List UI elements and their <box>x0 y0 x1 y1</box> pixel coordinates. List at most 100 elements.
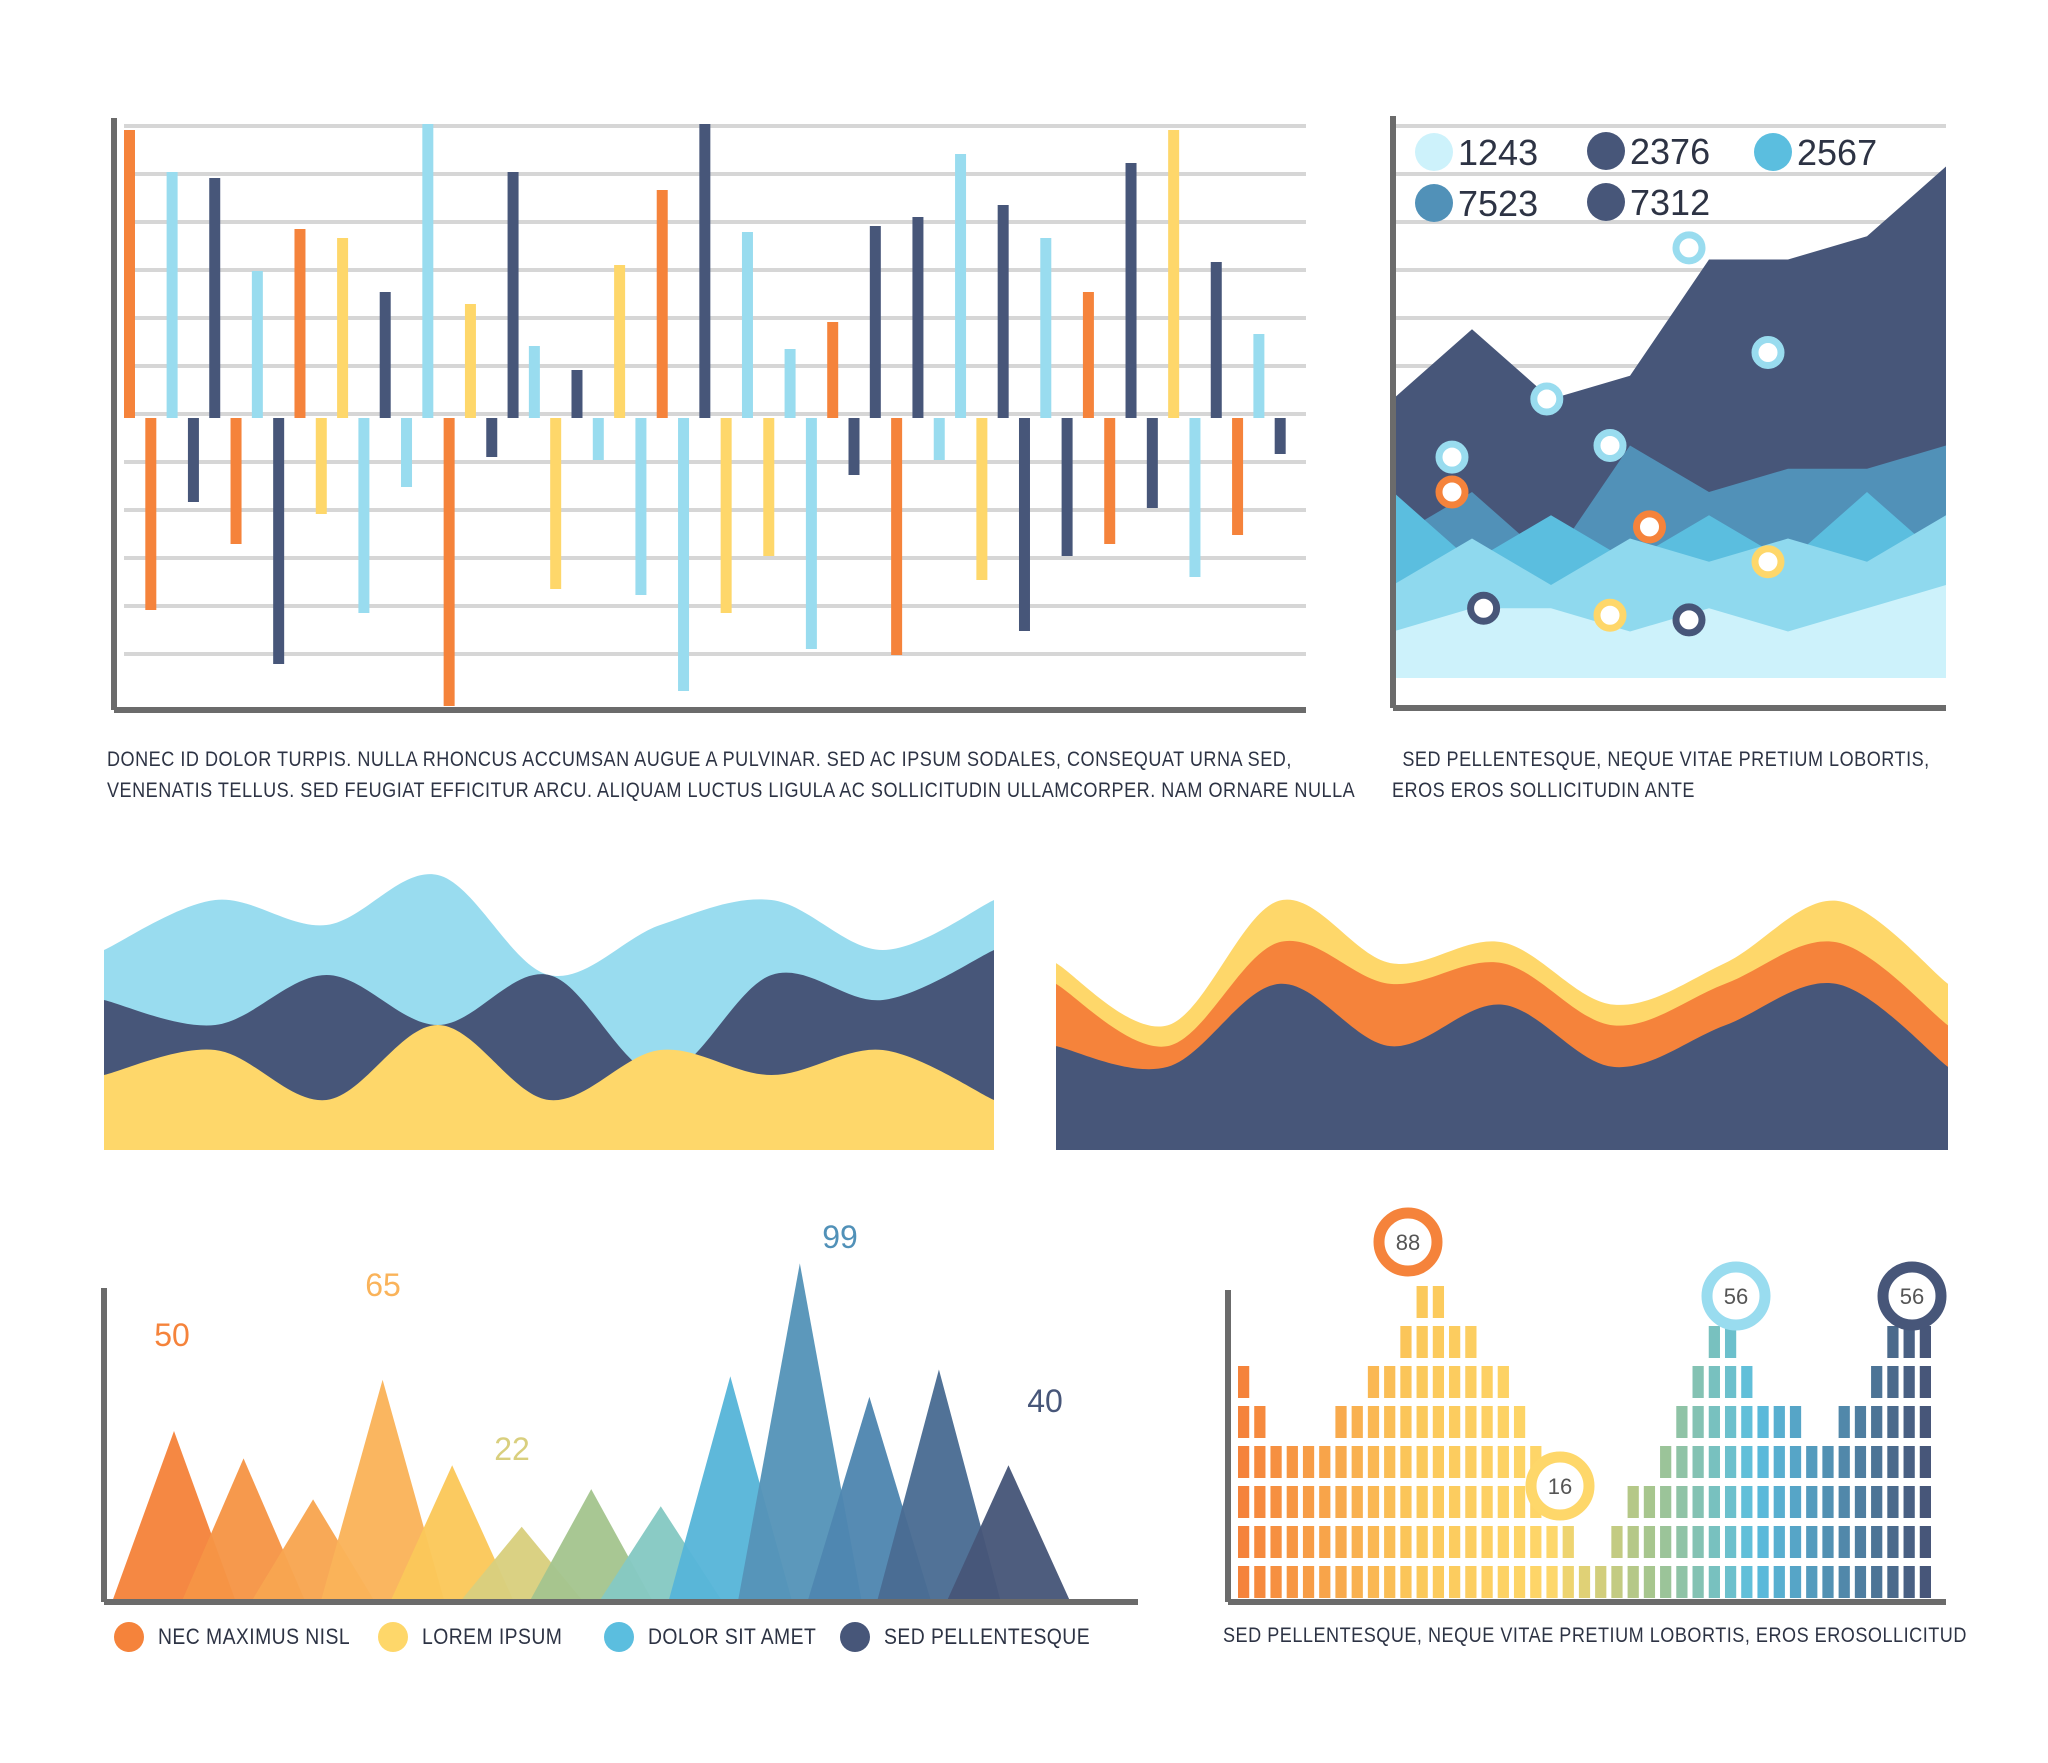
segment-39-2 <box>1871 1486 1883 1518</box>
segment-12-0 <box>1432 1566 1445 1598</box>
segment-42-5 <box>1919 1366 1931 1398</box>
segment-6-2 <box>1335 1486 1347 1518</box>
segment-23-0 <box>1611 1566 1623 1598</box>
segment-37-4 <box>1838 1406 1850 1438</box>
segment-35-2 <box>1806 1486 1818 1518</box>
bar-37 <box>912 217 924 418</box>
segment-40-1 <box>1887 1526 1899 1558</box>
segment-16-0 <box>1497 1566 1509 1598</box>
segment-40-4 <box>1887 1406 1899 1438</box>
area-marker-3 <box>1530 382 1564 416</box>
bar-44 <box>1061 418 1073 556</box>
segment-12-1 <box>1432 1526 1445 1558</box>
bar-27 <box>699 124 711 418</box>
wave-chart-right <box>1056 899 1948 1150</box>
bar-28 <box>720 418 732 613</box>
segment-40-6 <box>1887 1326 1899 1358</box>
segment-5-1 <box>1319 1526 1331 1558</box>
segment-38-1 <box>1854 1526 1867 1558</box>
segment-30-0 <box>1724 1566 1737 1598</box>
triangle-4 <box>390 1465 515 1602</box>
segment-9-0 <box>1384 1566 1396 1598</box>
peak-label-99: 99 <box>822 1219 858 1255</box>
segment-10-1 <box>1400 1526 1412 1558</box>
legend-dot-1243 <box>1415 133 1453 171</box>
segment-41-1 <box>1903 1526 1915 1558</box>
bar-23 <box>614 265 626 418</box>
segmented-bar-chart: 88 56 56 16 <box>1225 1207 1947 1605</box>
legend-dot-7523 <box>1415 184 1453 222</box>
segment-36-3 <box>1822 1446 1834 1478</box>
segment-40-5 <box>1887 1366 1899 1398</box>
segment-8-0 <box>1367 1566 1380 1598</box>
bar-4 <box>209 178 221 418</box>
segment-7-4 <box>1351 1406 1363 1438</box>
legend-item: LOREM IPSUM <box>378 1622 582 1652</box>
segment-39-1 <box>1871 1526 1883 1558</box>
segment-7-3 <box>1351 1446 1363 1478</box>
segment-17-0 <box>1513 1566 1526 1598</box>
area-marker-2 <box>1467 591 1501 625</box>
bar-0 <box>124 130 135 418</box>
segment-4-1 <box>1302 1526 1315 1558</box>
segment-29-1 <box>1708 1526 1720 1558</box>
segment-2-1 <box>1270 1526 1282 1558</box>
segment-20-1 <box>1562 1526 1574 1558</box>
bar-12 <box>379 292 391 418</box>
area-marker-6 <box>1633 510 1666 544</box>
segment-16-1 <box>1497 1526 1509 1558</box>
segment-28-3 <box>1692 1446 1704 1478</box>
segment-40-2 <box>1887 1486 1899 1518</box>
segment-42-6 <box>1919 1326 1931 1358</box>
bar-11 <box>358 418 370 613</box>
wave-left-yellow <box>104 1025 994 1150</box>
segment-25-1 <box>1643 1526 1656 1558</box>
segment-36-0 <box>1822 1566 1834 1598</box>
segment-14-2 <box>1465 1486 1477 1518</box>
bar-15 <box>443 418 455 706</box>
segment-0-2 <box>1238 1486 1250 1518</box>
legend-dot <box>604 1622 634 1652</box>
caption-top-right: SED PELLENTESQUE, NEQUE VITAE PRETIUM LO… <box>1392 744 1930 806</box>
segment-27-2 <box>1676 1486 1688 1518</box>
segment-9-3 <box>1384 1446 1396 1478</box>
segment-40-3 <box>1887 1446 1899 1478</box>
segment-18-1 <box>1530 1526 1542 1558</box>
badge-label-2: 56 <box>1900 1284 1924 1309</box>
segment-38-3 <box>1854 1446 1867 1478</box>
caption-top-left-line2: VENENATIS TELLUS. SED FEUGIAT EFFICITUR … <box>107 779 1356 802</box>
bar-49 <box>1168 130 1180 418</box>
legend-label-7312: 7312 <box>1630 182 1710 223</box>
segment-31-3 <box>1741 1446 1753 1478</box>
segment-39-3 <box>1871 1446 1883 1478</box>
triangle-11 <box>876 1369 1001 1602</box>
area-marker-10 <box>1751 545 1785 579</box>
wave-right-navy <box>1056 982 1948 1150</box>
segment-18-0 <box>1530 1566 1542 1598</box>
bar-2 <box>166 172 178 418</box>
segment-33-1 <box>1773 1526 1785 1558</box>
legend-item: SED PELLENTESQUE <box>840 1622 1118 1652</box>
segment-33-0 <box>1773 1566 1785 1598</box>
segment-11-5 <box>1416 1366 1428 1398</box>
segment-32-4 <box>1757 1406 1769 1438</box>
legend-dot <box>378 1622 408 1652</box>
segment-4-0 <box>1302 1566 1315 1598</box>
segment-16-5 <box>1497 1366 1509 1398</box>
segment-36-1 <box>1822 1526 1834 1558</box>
badge-label-1: 56 <box>1724 1284 1748 1309</box>
segment-3-3 <box>1286 1446 1298 1478</box>
segment-30-4 <box>1724 1406 1737 1438</box>
segment-26-1 <box>1660 1526 1672 1558</box>
segment-11-3 <box>1416 1446 1428 1478</box>
segment-7-1 <box>1351 1526 1363 1558</box>
peak-label-65: 65 <box>365 1267 401 1303</box>
segment-41-0 <box>1903 1566 1915 1598</box>
segment-24-1 <box>1627 1526 1639 1558</box>
legend-label-2567: 2567 <box>1797 132 1877 173</box>
segment-30-3 <box>1724 1446 1737 1478</box>
segment-10-4 <box>1400 1406 1412 1438</box>
legend-dot-7312 <box>1587 183 1625 221</box>
bar-20 <box>550 418 562 589</box>
bar-13 <box>401 418 413 487</box>
